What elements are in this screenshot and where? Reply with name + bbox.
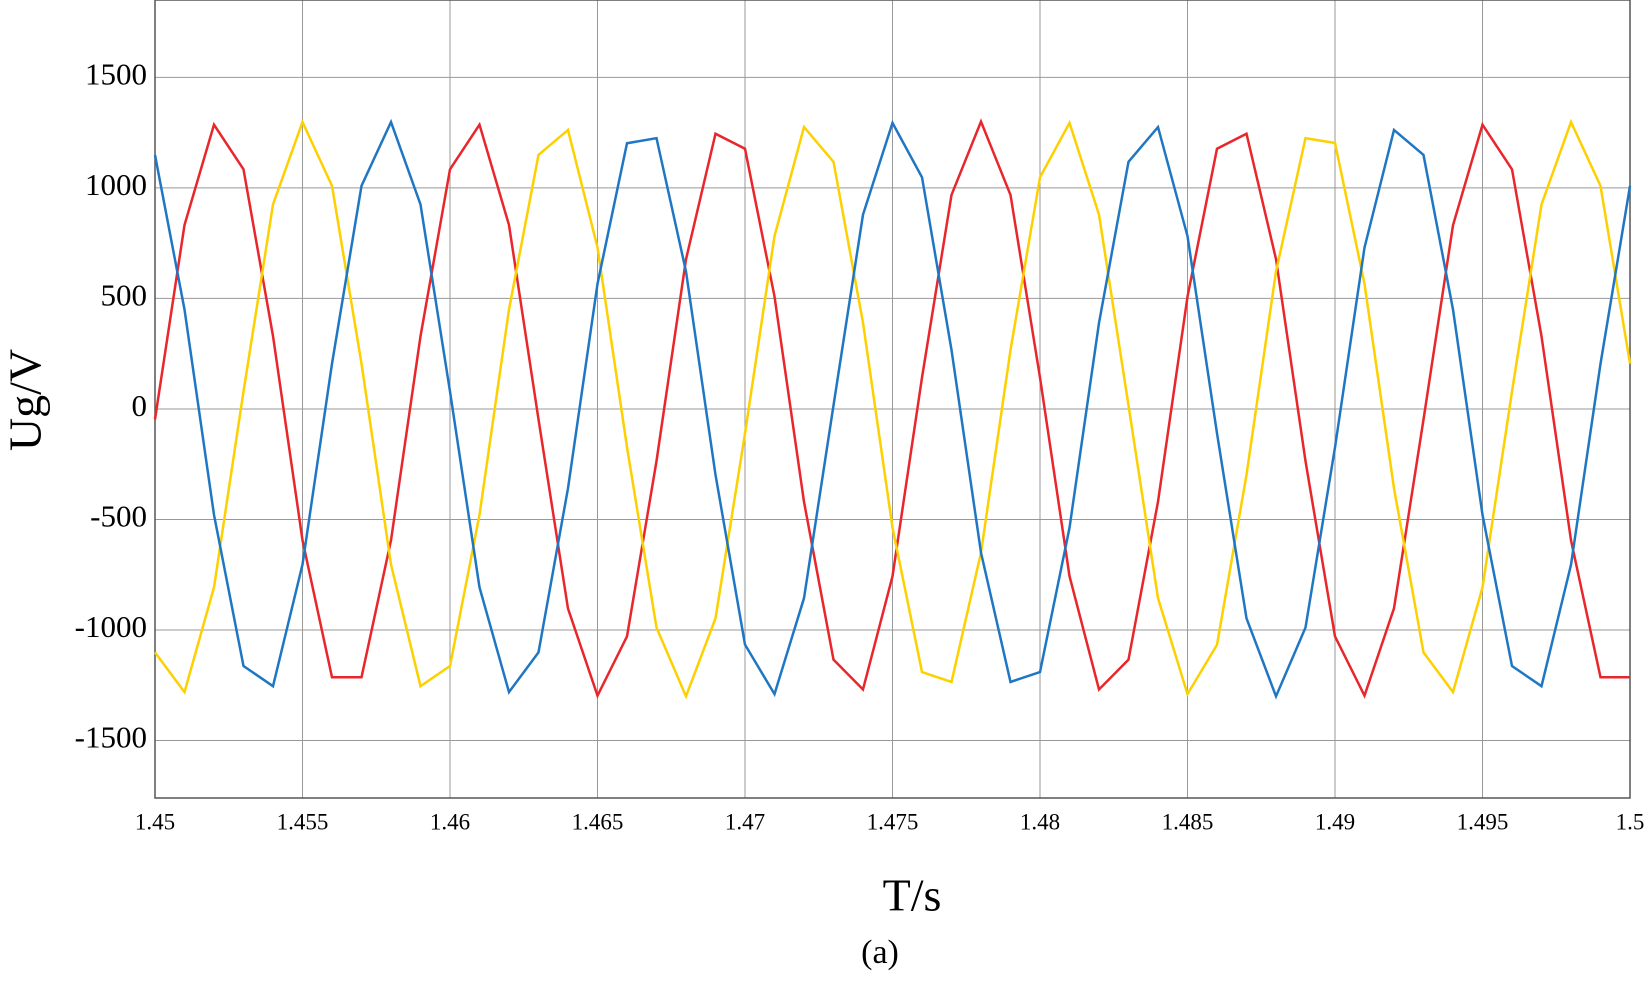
y-tick-label: 500 bbox=[101, 278, 148, 313]
y-tick-label: -1500 bbox=[75, 720, 147, 755]
x-tick-label: 1.485 bbox=[1162, 809, 1214, 834]
x-tick-label: 1.47 bbox=[725, 809, 765, 834]
series-line bbox=[153, 118, 1632, 700]
y-tick-label: -500 bbox=[90, 499, 147, 534]
x-tick-label: 1.455 bbox=[277, 809, 329, 834]
y-tick-label: 1500 bbox=[85, 56, 147, 91]
series-line bbox=[153, 118, 1632, 700]
caption: (a) bbox=[861, 934, 899, 971]
x-tick-label: 1.5 bbox=[1616, 809, 1645, 834]
x-tick-label: 1.46 bbox=[430, 809, 470, 834]
x-tick-label: 1.475 bbox=[867, 809, 919, 834]
x-axis-label: T/s bbox=[883, 870, 942, 921]
plot-frame bbox=[154, 0, 1631, 799]
x-tick-label: 1.465 bbox=[572, 809, 624, 834]
y-tick-label: 0 bbox=[132, 388, 148, 423]
x-tick-label: 1.45 bbox=[135, 809, 175, 834]
y-tick-label: 1000 bbox=[85, 167, 147, 202]
x-tick-label: 1.48 bbox=[1020, 809, 1060, 834]
x-tick-label: 1.49 bbox=[1315, 809, 1355, 834]
y-tick-label: -1000 bbox=[75, 609, 147, 644]
y-axis-label: Ug/V bbox=[0, 349, 51, 451]
x-tick-label: 1.495 bbox=[1457, 809, 1509, 834]
series-line bbox=[153, 118, 1630, 699]
